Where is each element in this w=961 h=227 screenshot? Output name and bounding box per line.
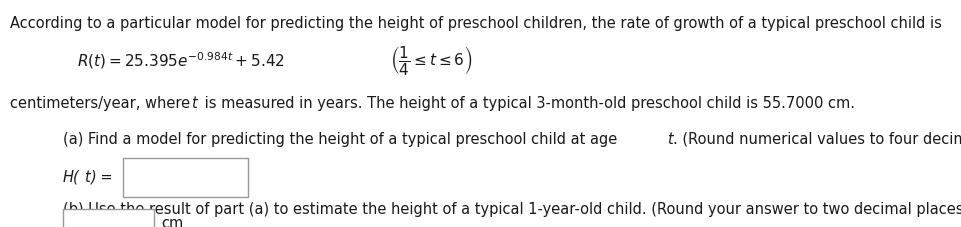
Text: . (Round numerical values to four decimal places.): . (Round numerical values to four decima… [673,132,961,147]
Text: (b) Use the result of part (a) to estimate the height of a typical 1-year-old ch: (b) Use the result of part (a) to estima… [62,202,961,217]
Text: According to a particular model for predicting the height of preschool children,: According to a particular model for pred… [10,16,941,31]
Text: (a) Find a model for predicting the height of a typical preschool child at age: (a) Find a model for predicting the heig… [62,132,621,147]
Text: ) =: ) = [90,170,113,185]
Text: is measured in years. The height of a typical 3-month-old preschool child is 55.: is measured in years. The height of a ty… [200,96,854,111]
Text: $R(t) = 25.395e^{-0.984t} + 5.42$: $R(t) = 25.395e^{-0.984t} + 5.42$ [77,50,284,71]
Text: t: t [666,132,672,147]
Text: H(: H( [62,170,79,185]
Text: $\left(\dfrac{1}{4} \leq t \leq 6\right)$: $\left(\dfrac{1}{4} \leq t \leq 6\right)… [389,44,472,77]
Text: centimeters/year, where: centimeters/year, where [10,96,194,111]
Text: t: t [191,96,197,111]
Text: cm: cm [161,216,184,227]
Text: t: t [84,170,89,185]
FancyBboxPatch shape [62,209,154,227]
FancyBboxPatch shape [123,158,248,197]
